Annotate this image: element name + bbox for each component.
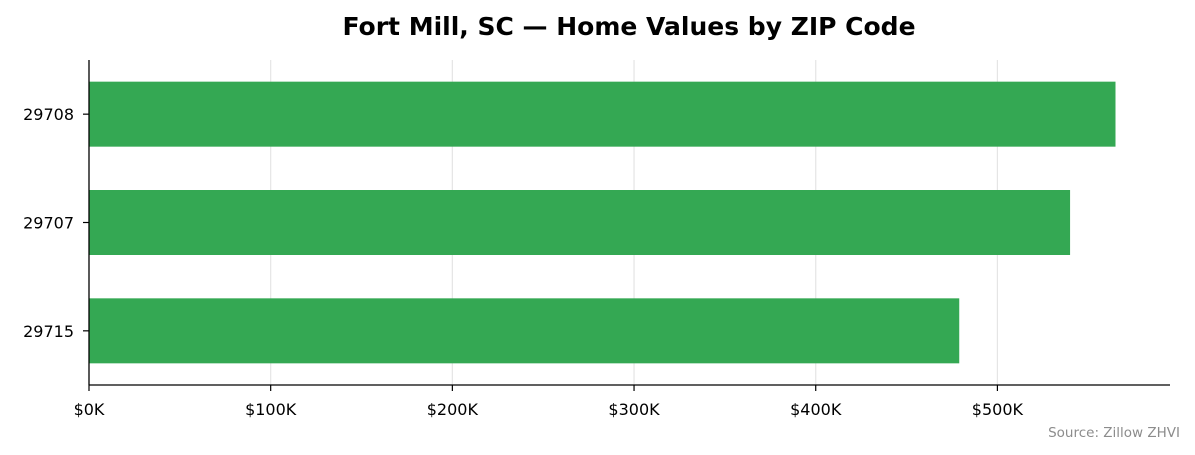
y-tick-label: 29708 — [23, 105, 74, 124]
bar — [89, 298, 960, 364]
y-tick-label: 29715 — [23, 322, 74, 341]
x-tick-label: $100K — [245, 400, 297, 419]
bar — [89, 190, 1071, 255]
x-tick-label: $300K — [608, 400, 660, 419]
x-tick-label: $200K — [427, 400, 479, 419]
source-note: Source: Zillow ZHVI — [1048, 425, 1180, 441]
x-tick-label: $400K — [790, 400, 842, 419]
y-tick-label: 29707 — [23, 214, 74, 233]
chart-title: Fort Mill, SC — Home Values by ZIP Code — [342, 12, 915, 41]
y-axis-ticks: 29708 29707 29715 — [23, 105, 89, 341]
x-tick-label: $0K — [74, 400, 105, 419]
bars — [89, 81, 1116, 364]
x-axis-ticks: $0K $100K $200K $300K $400K $500K — [74, 385, 1024, 419]
bar — [89, 81, 1116, 147]
x-tick-label: $500K — [972, 400, 1024, 419]
